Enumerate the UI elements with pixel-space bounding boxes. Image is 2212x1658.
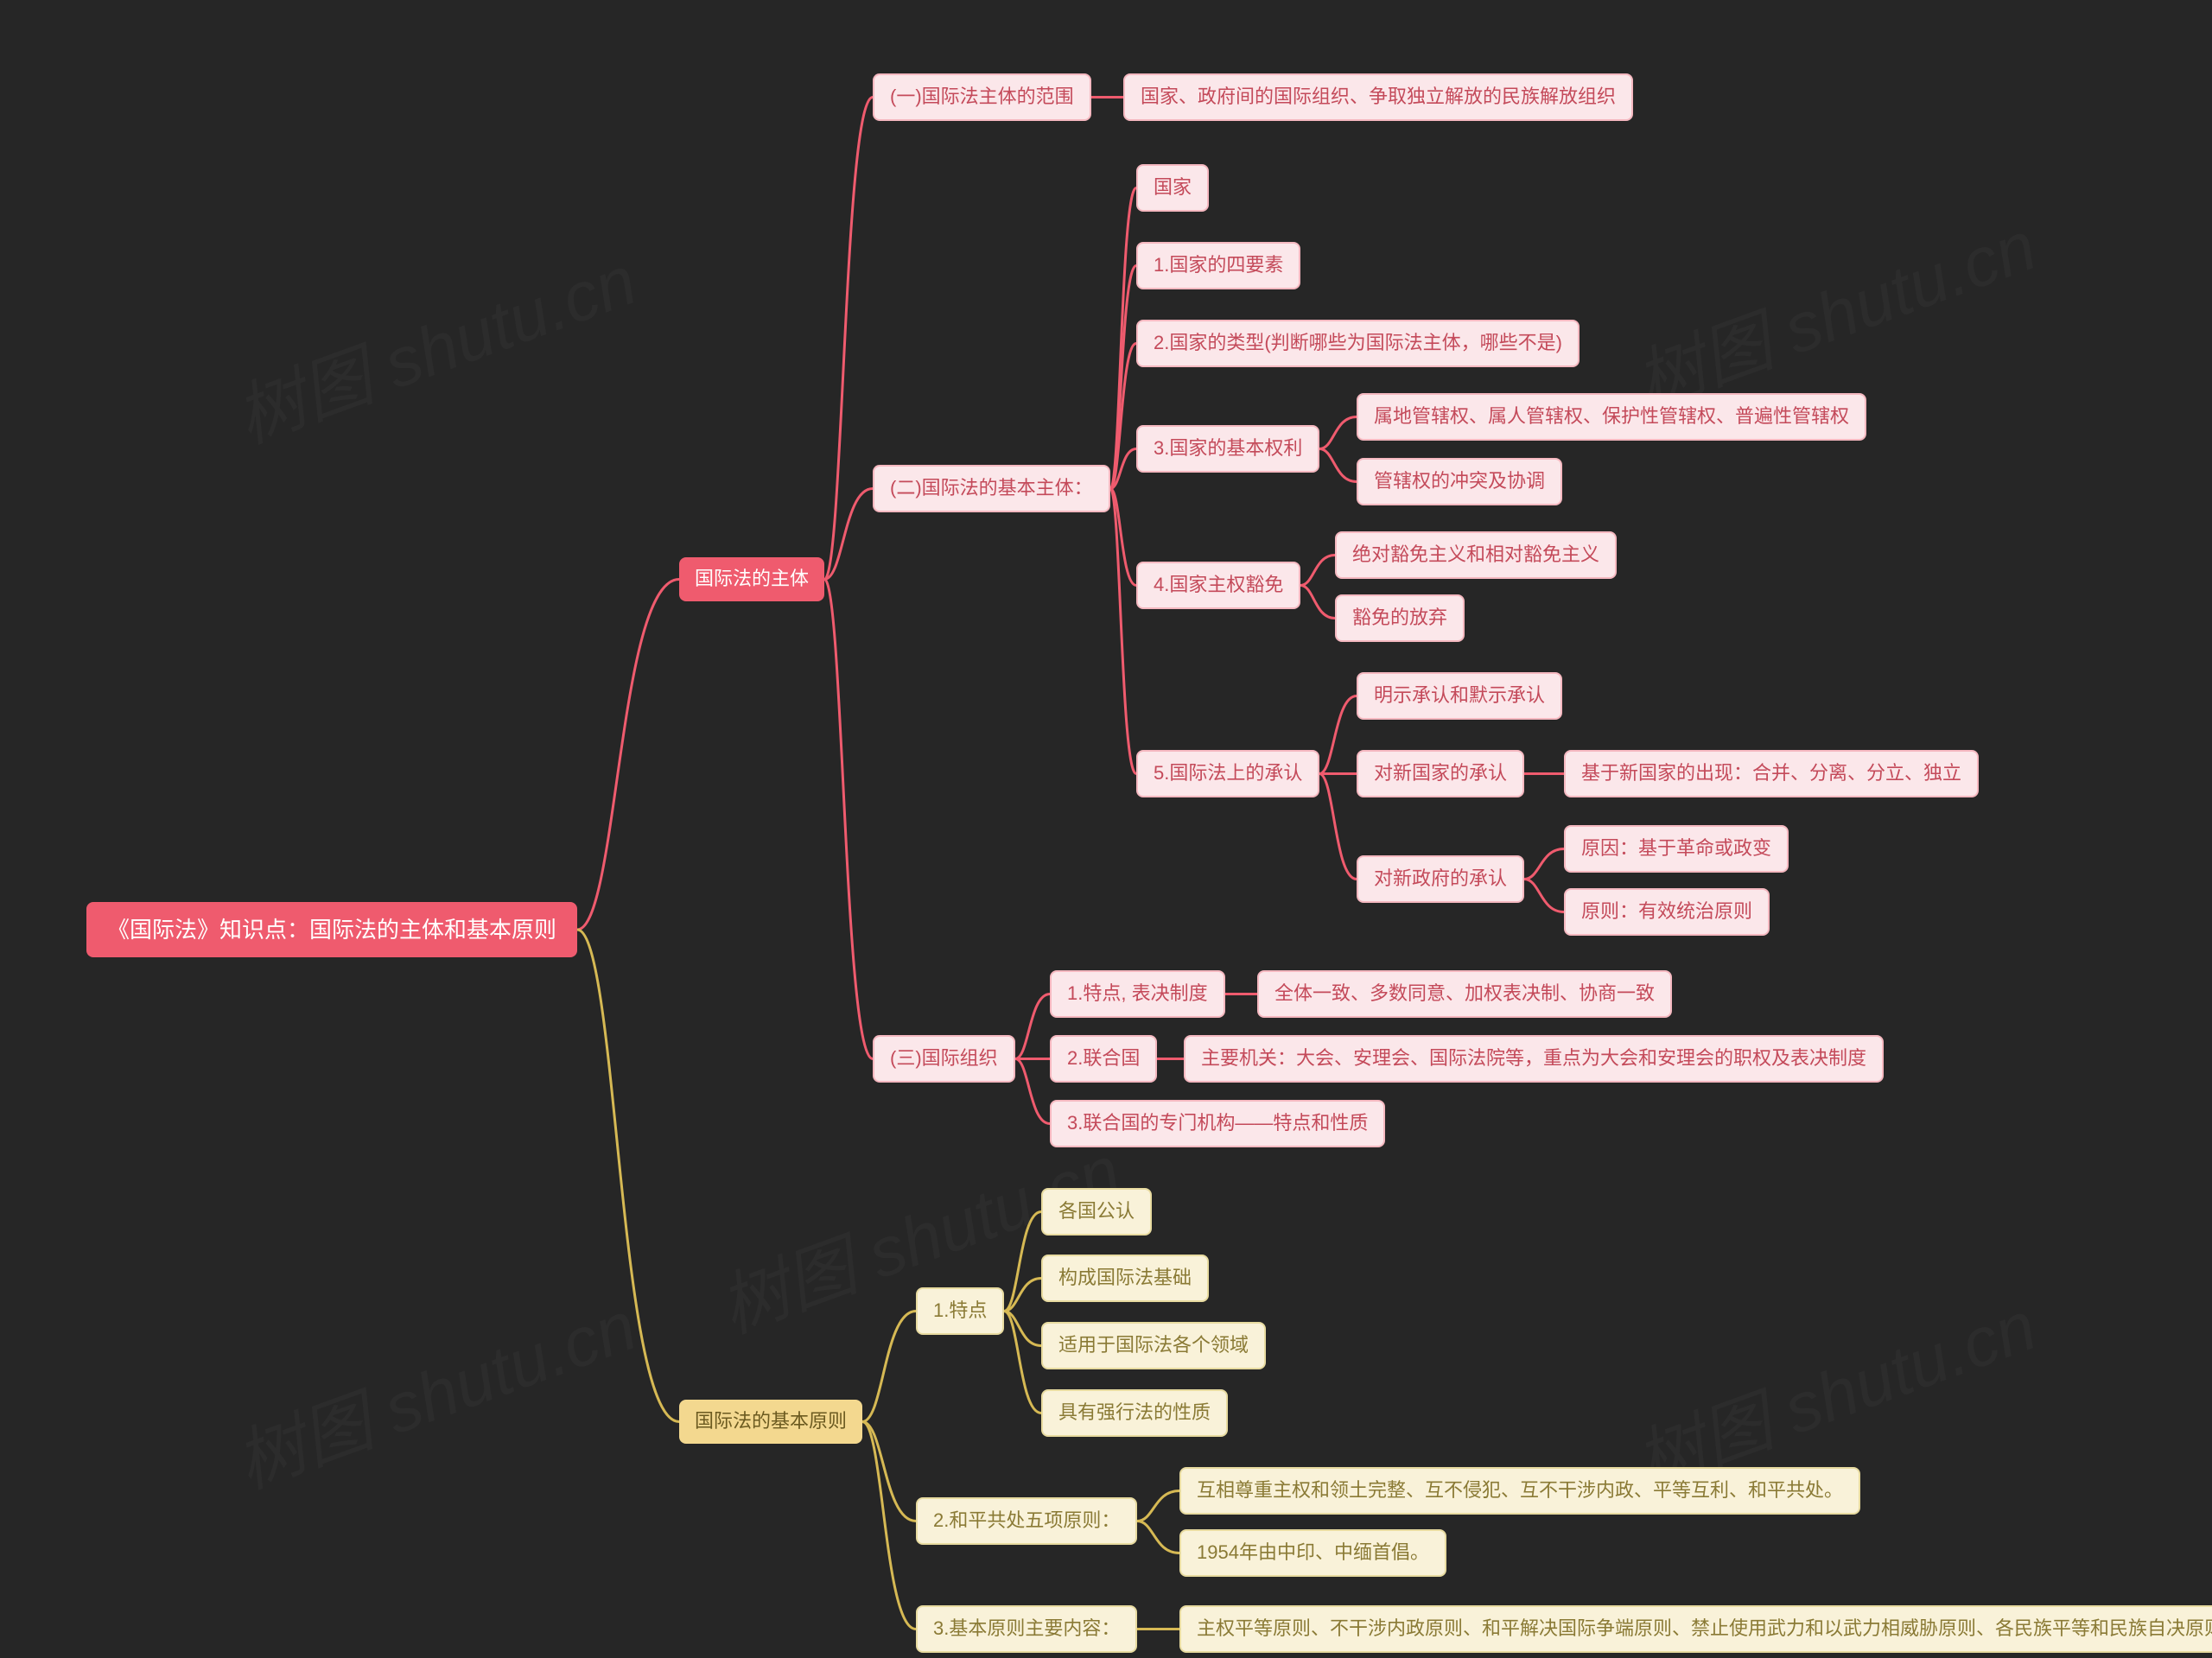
node-main-detail[interactable]: 主权平等原则、不干涉内政原则、和平解决国际争端原则、禁止使用武力和以武力相威胁原… bbox=[1179, 1605, 2212, 1653]
node-features[interactable]: 1.特点 bbox=[916, 1287, 1004, 1335]
node-feature-juscogens[interactable]: 具有强行法的性质 bbox=[1041, 1389, 1228, 1437]
node-feature-foundation[interactable]: 构成国际法基础 bbox=[1041, 1255, 1209, 1302]
node-state-rights[interactable]: 3.国家的基本权利 bbox=[1136, 425, 1319, 473]
node-recognition-explicit[interactable]: 明示承认和默示承认 bbox=[1357, 672, 1562, 720]
node-org-features[interactable]: 1.特点, 表决制度 bbox=[1050, 970, 1225, 1018]
node-un-organs[interactable]: 主要机关：大会、安理会、国际法院等，重点为大会和安理会的职权及表决制度 bbox=[1184, 1035, 1884, 1083]
node-newstate-appear[interactable]: 基于新国家的出现：合并、分离、分立、独立 bbox=[1564, 750, 1979, 797]
node-state-types[interactable]: 2.国家的类型(判断哪些为国际法主体，哪些不是) bbox=[1136, 320, 1580, 367]
node-main-content[interactable]: 3.基本原则主要内容： bbox=[916, 1605, 1137, 1653]
node-sovereign-immunity[interactable]: 4.国家主权豁免 bbox=[1136, 562, 1300, 609]
node-newgov-principle[interactable]: 原则：有效统治原则 bbox=[1564, 888, 1770, 936]
branch-subjects[interactable]: 国际法的主体 bbox=[679, 557, 824, 601]
node-un-agencies[interactable]: 3.联合国的专门机构——特点和性质 bbox=[1050, 1100, 1385, 1147]
node-immunity-waiver[interactable]: 豁免的放弃 bbox=[1335, 594, 1465, 642]
node-intl-org[interactable]: (三)国际组织 bbox=[873, 1035, 1015, 1083]
node-recognition[interactable]: 5.国际法上的承认 bbox=[1136, 750, 1319, 797]
node-scope[interactable]: (一)国际法主体的范围 bbox=[873, 73, 1091, 121]
node-recognition-newstate[interactable]: 对新国家的承认 bbox=[1357, 750, 1524, 797]
node-five-principles[interactable]: 2.和平共处五项原则： bbox=[916, 1497, 1137, 1545]
root-node[interactable]: 《国际法》知识点：国际法的主体和基本原则 bbox=[86, 902, 577, 957]
node-state-elements[interactable]: 1.国家的四要素 bbox=[1136, 242, 1300, 289]
watermark: 树图 shutu.cn bbox=[220, 226, 648, 463]
mindmap-canvas: { "canvas": { "width": 2560, "height": 1… bbox=[0, 0, 2212, 1658]
node-un[interactable]: 2.联合国 bbox=[1050, 1035, 1157, 1083]
branch-principles[interactable]: 国际法的基本原则 bbox=[679, 1400, 862, 1444]
node-scope-detail[interactable]: 国家、政府间的国际组织、争取独立解放的民族解放组织 bbox=[1123, 73, 1633, 121]
watermark: 树图 shutu.cn bbox=[220, 1271, 648, 1509]
node-jurisdiction-types[interactable]: 属地管辖权、属人管辖权、保护性管辖权、普遍性管辖权 bbox=[1357, 393, 1866, 441]
node-feature-applicable[interactable]: 适用于国际法各个领域 bbox=[1041, 1322, 1266, 1369]
node-five-detail[interactable]: 互相尊重主权和领土完整、互不侵犯、互不干涉内政、平等互利、和平共处。 bbox=[1179, 1467, 1860, 1515]
node-newgov-reason[interactable]: 原因：基于革命或政变 bbox=[1564, 825, 1789, 873]
node-feature-recognized[interactable]: 各国公认 bbox=[1041, 1188, 1152, 1236]
node-voting-system[interactable]: 全体一致、多数同意、加权表决制、协商一致 bbox=[1257, 970, 1672, 1018]
node-state[interactable]: 国家 bbox=[1136, 164, 1209, 212]
node-jurisdiction-conflict[interactable]: 管辖权的冲突及协调 bbox=[1357, 458, 1562, 505]
node-five-origin[interactable]: 1954年由中印、中缅首倡。 bbox=[1179, 1529, 1446, 1577]
node-recognition-newgov[interactable]: 对新政府的承认 bbox=[1357, 855, 1524, 903]
node-immunity-absolute[interactable]: 绝对豁免主义和相对豁免主义 bbox=[1335, 531, 1617, 579]
node-basic-subject[interactable]: (二)国际法的基本主体： bbox=[873, 465, 1110, 512]
